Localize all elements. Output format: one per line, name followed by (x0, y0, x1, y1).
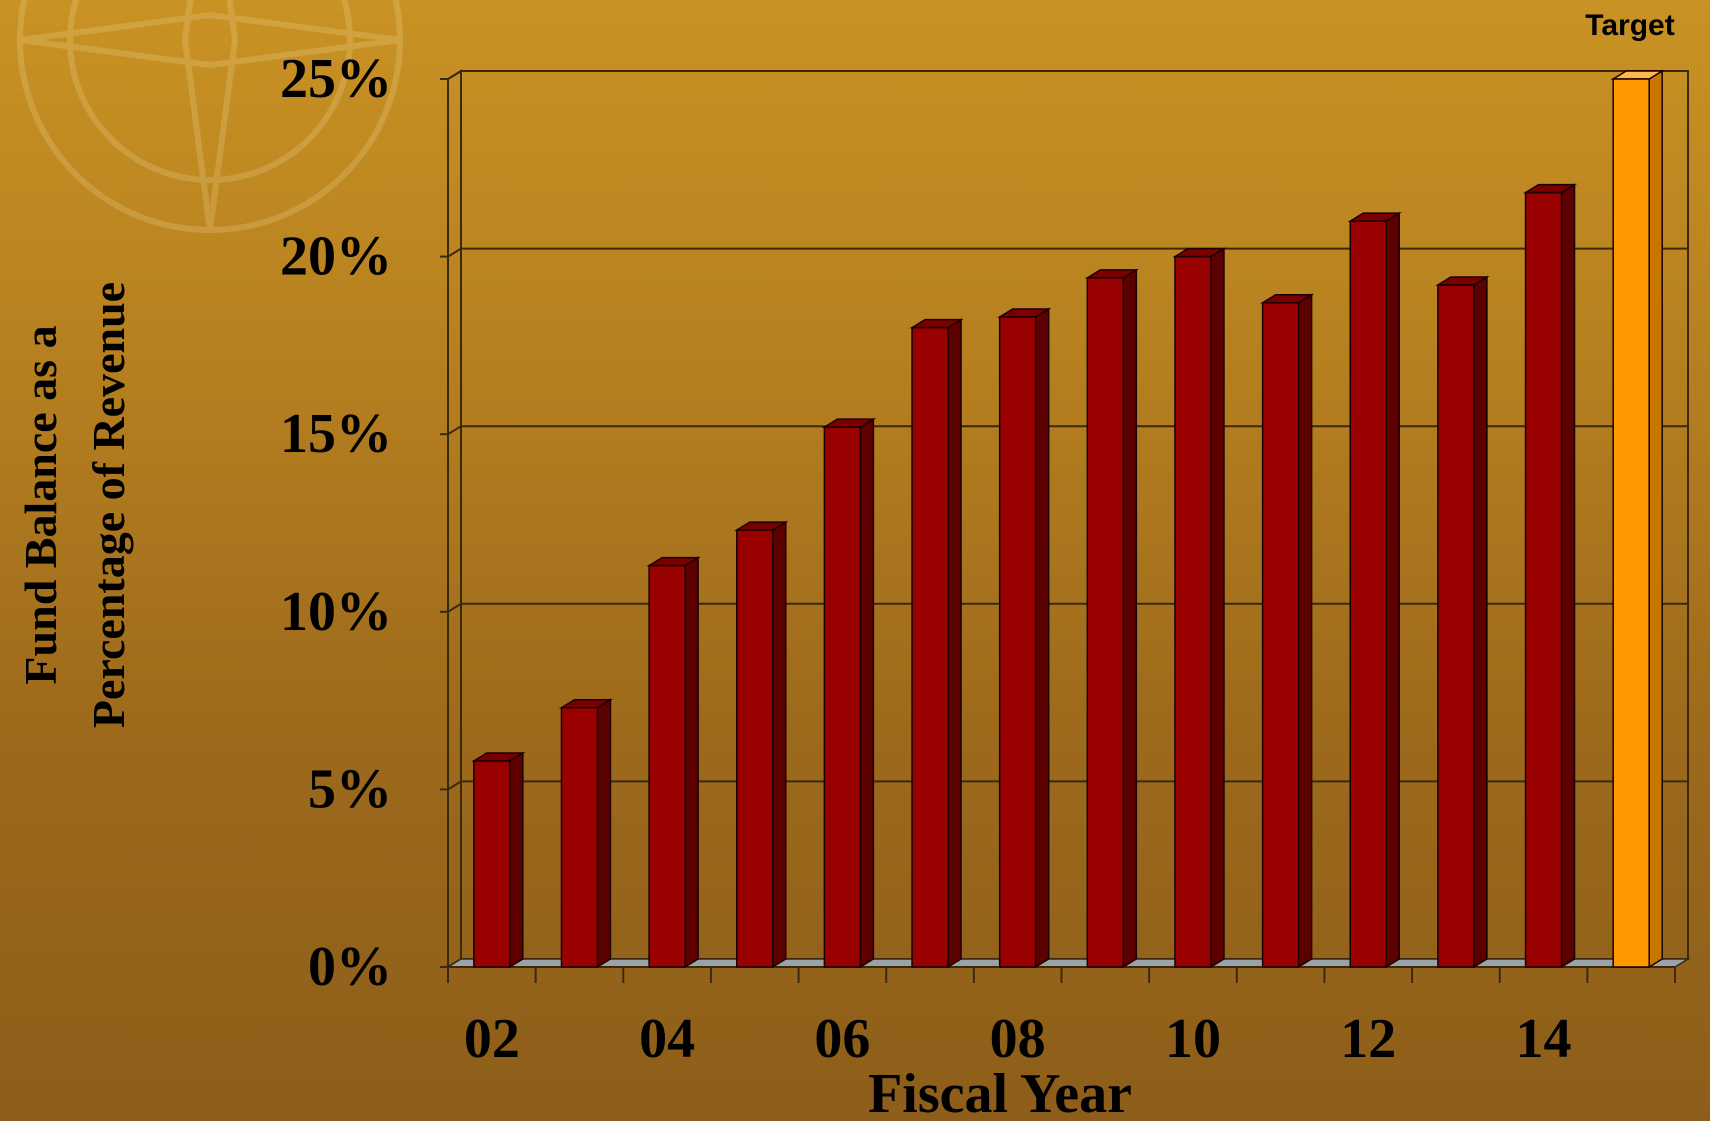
gridline (447, 780, 1688, 791)
x-tick-label: 08 (990, 1008, 1046, 1070)
x-tick-label: 06 (814, 1008, 870, 1070)
bar-front (1261, 302, 1300, 968)
x-tick-label: 10 (1165, 1008, 1221, 1070)
bar (1084, 268, 1139, 969)
bar-side (1648, 69, 1663, 969)
x-tick-label: 02 (464, 1008, 520, 1070)
bar-side (1385, 211, 1400, 969)
plot-floor (445, 958, 1691, 968)
bar-front (1437, 284, 1475, 968)
bar (997, 307, 1052, 969)
bar-target (1610, 69, 1665, 969)
bar (1347, 211, 1402, 969)
bar-front (1524, 191, 1563, 968)
bar-front (998, 316, 1037, 968)
bar-side (1034, 307, 1050, 969)
bar-front (560, 706, 599, 968)
bar-side (947, 318, 962, 969)
bar-side (1560, 183, 1576, 969)
bar-side (684, 556, 699, 969)
bar-side (859, 417, 875, 969)
bar-side (509, 751, 524, 969)
y-tick-label: 0% (308, 936, 392, 998)
y-tick-label: 10% (280, 581, 392, 643)
bar (646, 556, 701, 969)
y-tick-label: 5% (308, 758, 392, 820)
plot-side-wall (447, 69, 462, 969)
gridline (447, 247, 1688, 258)
bar-side (1210, 247, 1225, 969)
bar (558, 698, 614, 969)
bar-front (911, 326, 949, 968)
bar-side (596, 698, 612, 969)
gridline (447, 425, 1688, 436)
bar (1435, 275, 1490, 969)
bar-front (648, 564, 686, 968)
bar-front (1349, 220, 1387, 968)
plot-back-wall (460, 70, 1689, 960)
x-tick-label: 04 (639, 1008, 695, 1070)
bar (1259, 293, 1315, 969)
bar-front (823, 426, 862, 968)
bar-side (772, 520, 787, 969)
bar (909, 318, 964, 969)
bar-front (1174, 255, 1212, 968)
bar-front (736, 529, 774, 968)
y-axis-label-line1: Fund Balance as a (15, 325, 66, 684)
bar-side (1473, 275, 1488, 969)
target-label: Target (1585, 9, 1674, 42)
bar-front (473, 760, 511, 968)
y-tick-label: 15% (280, 403, 392, 465)
x-tick-label: 12 (1340, 1008, 1396, 1070)
bar-side (1122, 268, 1138, 969)
bar (1522, 183, 1578, 969)
bar-front (1612, 78, 1650, 968)
bar (471, 751, 526, 969)
compass-watermark-icon (17, 0, 403, 233)
bar-front (1086, 277, 1125, 968)
bar (1172, 247, 1227, 969)
x-tick-label: 14 (1516, 1008, 1572, 1070)
bar-side (1297, 293, 1313, 969)
bar (821, 417, 877, 969)
gridline (447, 602, 1688, 613)
x-axis-label: Fiscal Year (868, 1063, 1132, 1121)
y-tick-label: 25% (280, 48, 392, 110)
y-tick-label: 20% (280, 226, 392, 288)
y-axis-label-line2: Percentage of Revenue (83, 282, 134, 728)
gridline (447, 70, 1688, 80)
bar (734, 520, 789, 969)
